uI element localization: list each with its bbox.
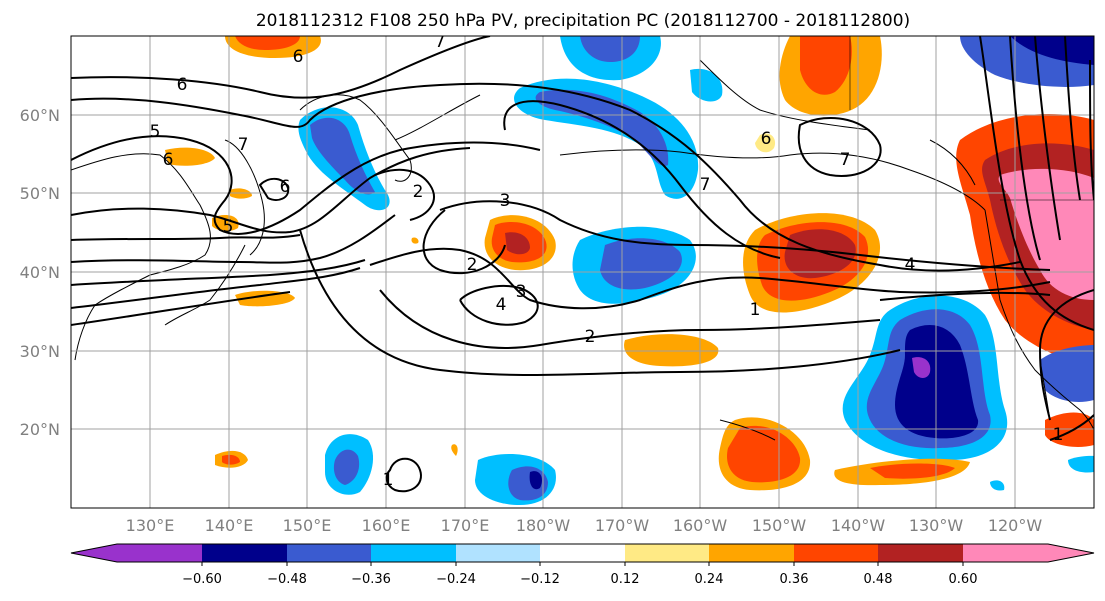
lat-label: 60°N	[20, 106, 60, 125]
colorbar-tick: 0.36	[780, 572, 809, 587]
colorbar-swatch	[202, 544, 287, 562]
contour-label: 5	[150, 122, 161, 142]
lon-label: 140°E	[205, 516, 254, 535]
colorbar-tick: −0.24	[436, 572, 476, 587]
lat-labels: 60°N 50°N 40°N 30°N 20°N	[20, 106, 60, 439]
contour-label: 6	[280, 177, 291, 197]
contour-label: 6	[293, 47, 304, 67]
colorbar-tick: 0.24	[695, 572, 724, 587]
contour-label: 4	[496, 295, 507, 315]
colorbar-swatch	[371, 544, 456, 562]
map-area: 6 6 7 5 6 7 6 5 2 3 2 3 4 2 7 6 7 4 1 1 …	[71, 32, 1094, 508]
contour-label: 3	[500, 191, 511, 211]
colorbar-tick: −0.36	[351, 572, 391, 587]
colorbar-swatch	[963, 544, 1048, 562]
colorbar-swatch	[709, 544, 794, 562]
colorbar-tick: −0.12	[520, 572, 560, 587]
contour-label: 1	[383, 470, 394, 490]
lon-label: 150°E	[283, 516, 332, 535]
contour-label: 1	[1053, 425, 1064, 445]
colorbar-swatch	[878, 544, 963, 562]
lon-label: 170°W	[595, 516, 650, 535]
colorbar-swatch	[1048, 544, 1094, 562]
lon-label: 160°W	[673, 516, 728, 535]
contour-label: 3	[516, 282, 527, 302]
contour-label: 6	[177, 75, 188, 95]
contour-label: 7	[238, 135, 249, 155]
map-title: 2018112312 F108 250 hPa PV, precipitatio…	[256, 11, 910, 31]
contour-label: 5	[223, 217, 234, 237]
contour-label: 2	[467, 255, 478, 275]
colorbar-swatch	[456, 544, 540, 562]
colorbar-swatch	[540, 544, 625, 562]
colorbar-tick: −0.60	[182, 572, 222, 587]
colorbar-tick: 0.60	[949, 572, 978, 587]
lon-labels: 130°E 140°E 150°E 160°E 170°E 180°W 170°…	[126, 516, 1043, 535]
contour-label: 4	[905, 255, 916, 275]
colorbar-swatch	[71, 544, 117, 562]
colorbar-tick: 0.48	[864, 572, 893, 587]
lat-label: 20°N	[20, 420, 60, 439]
contour-label: 6	[163, 150, 174, 170]
contour-label: 2	[585, 327, 596, 347]
colorbar-swatch	[625, 544, 709, 562]
contour-label: 7	[435, 32, 446, 52]
contour-label: 1	[750, 300, 761, 320]
lon-label: 130°E	[126, 516, 175, 535]
lon-label: 160°E	[362, 516, 411, 535]
lon-label: 150°W	[752, 516, 807, 535]
lon-label: 140°W	[831, 516, 886, 535]
colorbar-swatch	[794, 544, 878, 562]
colorbar: −0.60 −0.48 −0.36 −0.24 −0.12 0.12 0.24 …	[71, 544, 1094, 587]
contour-label: 7	[840, 150, 851, 170]
colorbar-tick: −0.48	[267, 572, 307, 587]
lon-label: 170°E	[441, 516, 490, 535]
lat-label: 30°N	[20, 342, 60, 361]
lon-label: 120°W	[988, 516, 1043, 535]
lat-label: 50°N	[20, 184, 60, 203]
contour-label: 2	[413, 182, 424, 202]
contour-label: 6	[761, 129, 772, 149]
lat-label: 40°N	[20, 263, 60, 282]
map-figure: 2018112312 F108 250 hPa PV, precipitatio…	[0, 0, 1105, 601]
lon-label: 180°W	[516, 516, 571, 535]
lon-label: 130°W	[909, 516, 964, 535]
colorbar-tick: 0.12	[611, 572, 640, 587]
colorbar-swatch	[287, 544, 371, 562]
contour-label: 7	[700, 175, 711, 195]
colorbar-swatch	[117, 544, 202, 562]
